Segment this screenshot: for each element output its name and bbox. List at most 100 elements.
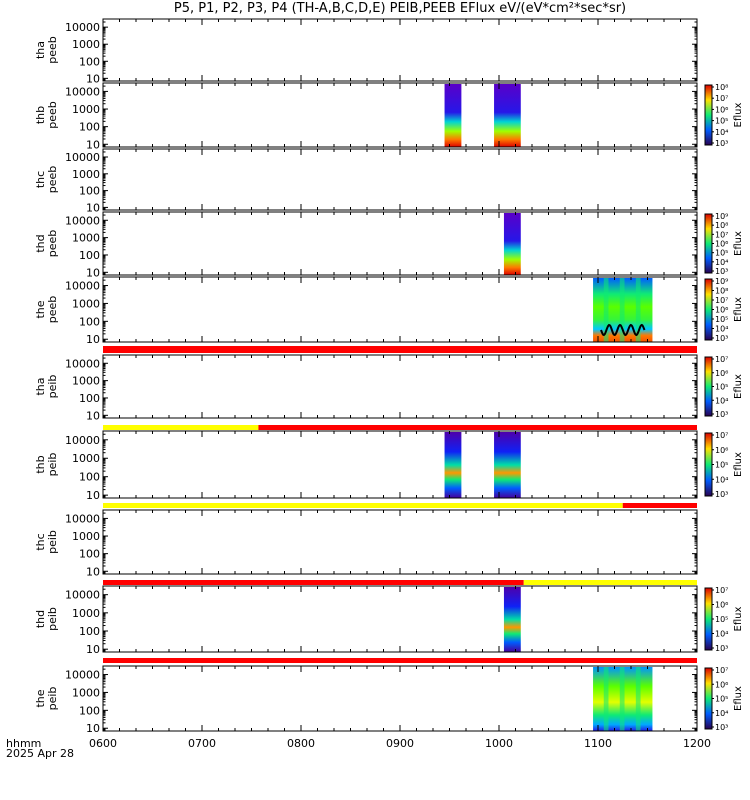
status-bar-segment xyxy=(103,425,259,430)
spectrogram-stripe xyxy=(603,278,609,342)
x-tick-label: 1000 xyxy=(485,737,513,750)
y-tick-label: 10000 xyxy=(65,669,100,682)
y-tick-label: 1000 xyxy=(72,530,100,543)
spectrogram-block xyxy=(503,587,521,652)
y-tick-label: 10000 xyxy=(65,21,100,34)
y-tick-label: 10 xyxy=(86,565,100,578)
y-tick-label: 100 xyxy=(79,471,100,484)
spectrogram-stripe xyxy=(603,667,609,731)
spectrogram-block xyxy=(444,432,462,498)
colorbar-tick-label: 10⁵ xyxy=(715,461,728,470)
panel-frame xyxy=(102,585,698,653)
colorbar-label: Eflux xyxy=(733,297,744,322)
colorbar-tick-label: 10⁴ xyxy=(715,709,728,718)
colorbar xyxy=(704,667,713,730)
y-tick-label: 100 xyxy=(79,392,100,405)
panel-label: peeb xyxy=(46,36,59,64)
panel-label: peeb xyxy=(46,230,59,258)
y-tick-label: 1000 xyxy=(72,607,100,620)
panel-thb-peeb: 10 100 1000 10000 thb peeb 10³ 10⁴ 10⁵ 10⁶ 10⁷ 10⁸ E… xyxy=(34,82,744,151)
spectrogram-block xyxy=(494,84,521,147)
y-tick-label: 10000 xyxy=(65,589,100,602)
panel-frame xyxy=(102,18,698,82)
y-tick-label: 100 xyxy=(79,704,100,717)
panel-label: the xyxy=(34,300,47,318)
colorbar xyxy=(704,587,713,651)
panel-label: tha xyxy=(34,41,47,59)
y-tick-label: 1000 xyxy=(72,686,100,699)
panel-frame xyxy=(102,509,698,575)
spectrogram-stripe xyxy=(619,278,625,342)
colorbar-tick-label: 10⁵ xyxy=(715,315,728,324)
panel-label: peeb xyxy=(46,296,59,324)
colorbar-tick-label: 10⁸ xyxy=(715,221,728,230)
colorbar-tick-label: 10⁷ xyxy=(715,296,728,305)
colorbar-tick-label: 10⁵ xyxy=(715,615,728,624)
colorbar-tick-label: 10³ xyxy=(715,139,728,148)
panel-frame xyxy=(102,82,698,148)
panel-label: the xyxy=(34,689,47,707)
y-tick-label: 10000 xyxy=(65,151,100,164)
panel-thc-peib: 10 100 1000 10000 thc peib xyxy=(34,503,698,578)
colorbar-tick-label: 10⁷ xyxy=(715,94,728,103)
colorbar-tick-label: 10⁷ xyxy=(715,666,728,675)
date-label: 2025 Apr 28 xyxy=(6,747,75,760)
status-bar-segment xyxy=(622,503,697,508)
x-tick-label: 0700 xyxy=(188,737,216,750)
panel-label: thc xyxy=(34,533,47,550)
panel-frame xyxy=(102,354,698,419)
colorbar-label: Eflux xyxy=(733,686,744,711)
x-tick-label: 0600 xyxy=(89,737,117,750)
panel-the-peib: 10 100 1000 10000 the peib 10³ 10⁴ 10⁵ 10⁶ 10⁷ Eflu… xyxy=(34,658,744,735)
y-tick-label: 100 xyxy=(79,121,100,134)
panel-label: peeb xyxy=(46,166,59,194)
colorbar xyxy=(704,432,713,497)
panel-tha-peeb: 10 100 1000 10000 tha peeb xyxy=(34,18,698,85)
x-tick-label: 1200 xyxy=(683,737,711,750)
spectrogram-stripe xyxy=(635,278,641,342)
status-bar-segment xyxy=(103,346,697,353)
y-tick-label: 10000 xyxy=(65,434,100,447)
panel-label: thb xyxy=(34,455,47,473)
y-tick-label: 10 xyxy=(86,72,100,85)
y-tick-label: 10000 xyxy=(65,85,100,98)
panel-frame xyxy=(102,430,698,499)
y-tick-label: 1000 xyxy=(72,103,100,116)
colorbar-tick-label: 10⁴ xyxy=(715,258,728,267)
y-tick-label: 10000 xyxy=(65,214,100,227)
colorbar-tick-label: 10⁴ xyxy=(715,475,728,484)
colorbar-tick-label: 10³ xyxy=(715,334,728,343)
colorbar-tick-label: 10³ xyxy=(715,410,728,419)
x-axis-format-label: hhmm xyxy=(6,737,42,750)
colorbar-tick-label: 10⁶ xyxy=(715,369,728,378)
y-tick-label: 100 xyxy=(79,548,100,561)
y-tick-label: 1000 xyxy=(72,452,100,465)
colorbar-tick-label: 10⁷ xyxy=(715,355,728,364)
panel-label: thd xyxy=(34,234,47,252)
colorbar-tick-label: 10⁴ xyxy=(715,325,728,334)
colorbar-tick-label: 10⁸ xyxy=(715,83,728,92)
panel-tha-peib: 10 100 1000 10000 tha peib 10³ 10⁴ 10⁵ 10⁶ 10⁷ Eflu… xyxy=(34,346,744,422)
colorbar-tick-label: 10⁴ xyxy=(715,630,728,639)
overlay-line xyxy=(600,323,646,337)
colorbar-tick-label: 10³ xyxy=(715,267,728,276)
colorbar-tick-label: 10⁶ xyxy=(715,446,728,455)
colorbar-tick-label: 10³ xyxy=(715,723,728,732)
y-tick-label: 10000 xyxy=(65,512,100,525)
panel-label: peib xyxy=(46,453,59,477)
colorbar-tick-label: 10⁸ xyxy=(715,287,728,296)
panel-the-peeb: 10 100 1000 10000 the peeb 10³10⁴10⁵10⁶10⁷10⁸1… xyxy=(34,276,744,346)
x-tick-label: 1100 xyxy=(584,737,612,750)
status-bar-segment xyxy=(103,503,623,508)
panel-label: thb xyxy=(34,106,47,124)
colorbar-tick-label: 10⁶ xyxy=(715,105,728,114)
y-tick-label: 10 xyxy=(86,333,100,346)
y-tick-label: 1000 xyxy=(72,38,100,51)
colorbar xyxy=(704,213,713,274)
panel-label: peib xyxy=(46,687,59,711)
y-tick-label: 10 xyxy=(86,409,100,422)
colorbar-tick-label: 10⁷ xyxy=(715,230,728,239)
status-bar-segment xyxy=(103,580,524,585)
x-tick-label: 0900 xyxy=(386,737,414,750)
